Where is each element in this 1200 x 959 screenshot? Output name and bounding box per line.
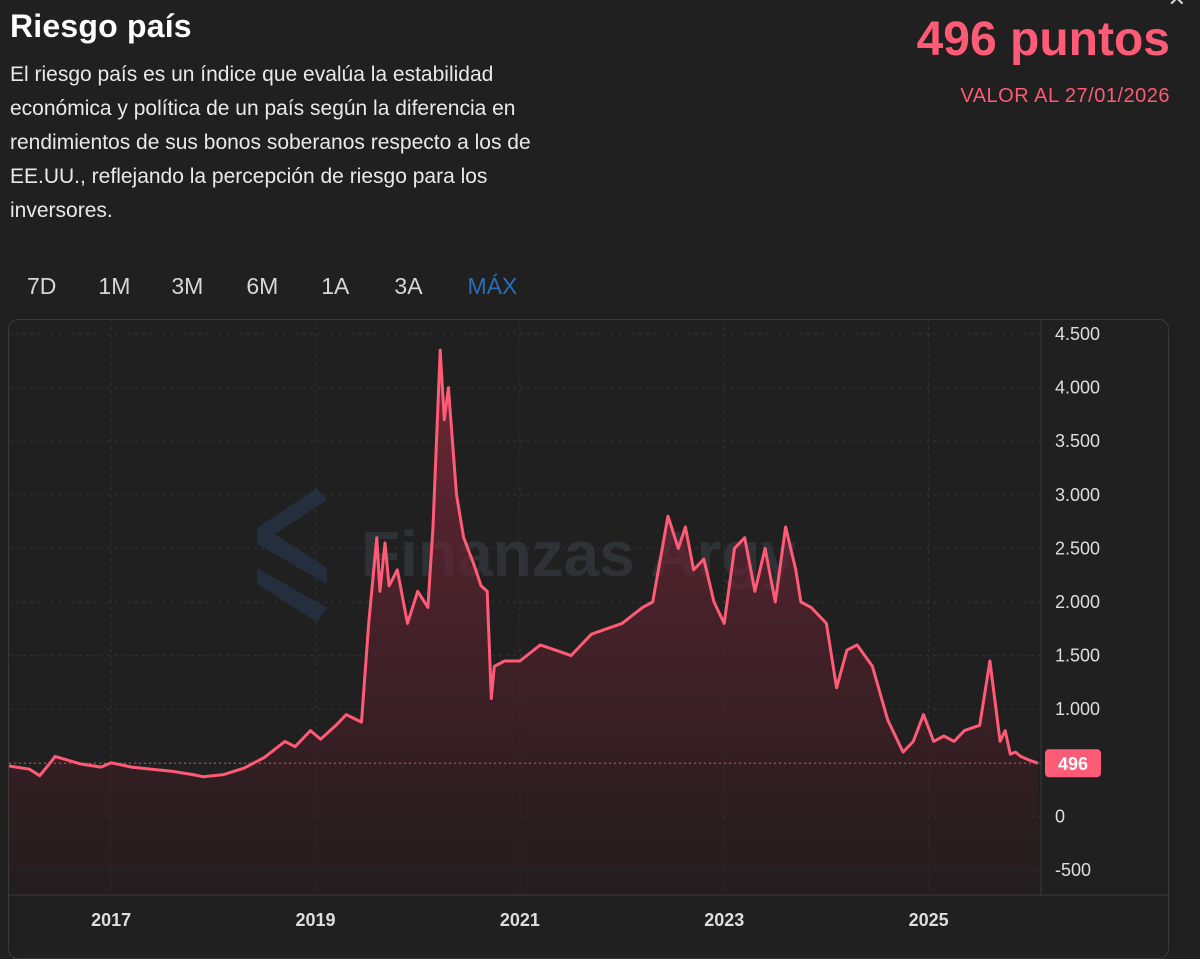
description: El riesgo país es un índice que evalúa l… bbox=[10, 58, 610, 228]
tab-max[interactable]: MÁX bbox=[467, 272, 518, 299]
close-icon[interactable]: ✕ bbox=[1168, 0, 1186, 12]
axes: 4.500 4.000 3.500 3.000 2.500 2.000 1.500 1.000… bbox=[9, 320, 1168, 930]
tab-6m[interactable]: 6M bbox=[246, 272, 279, 299]
watermark-logo-icon bbox=[257, 488, 327, 622]
series-line bbox=[9, 348, 1039, 779]
y-tick-label: 2.500 bbox=[1055, 538, 1100, 558]
y-tick-label: 1.500 bbox=[1055, 646, 1100, 666]
range-tabs: 7D 1M 3M 6M 1A 3A MÁX bbox=[0, 268, 517, 304]
tab-1m[interactable]: 1M bbox=[98, 272, 131, 299]
y-tick-label: 3.500 bbox=[1055, 431, 1100, 451]
x-tick-label: 2021 bbox=[500, 910, 540, 930]
y-tick-label: 4.500 bbox=[1055, 324, 1100, 344]
x-tick-label: 2017 bbox=[91, 910, 131, 930]
chart-canvas[interactable]: Finanzas Argy 4.5004.0003.5003.0002.5002… bbox=[9, 320, 1169, 959]
y-tick-label: 3.000 bbox=[1055, 485, 1100, 505]
tab-3m[interactable]: 3M bbox=[171, 272, 204, 299]
current-value-badge-label: 496 bbox=[1058, 754, 1088, 774]
description-line: rendimientos de sus bonos soberanos resp… bbox=[10, 131, 531, 154]
page-title: Riesgo país bbox=[10, 8, 192, 44]
tab-7d[interactable]: 7D bbox=[27, 272, 57, 299]
value-date: VALOR AL 27/01/2026 bbox=[960, 85, 1170, 107]
tab-3a[interactable]: 3A bbox=[394, 272, 423, 299]
y-tick-label: 1.000 bbox=[1055, 699, 1100, 719]
x-tick-label: 2019 bbox=[296, 910, 336, 930]
description-line: inversores. bbox=[10, 199, 113, 222]
current-value: 496 puntos bbox=[916, 13, 1170, 66]
y-tick-label: 4.000 bbox=[1055, 378, 1100, 398]
series-area bbox=[9, 350, 1038, 896]
chart-panel: Finanzas Argy 4.500 4.000 3.500 3.000 2.500 2… bbox=[8, 319, 1169, 959]
description-line: El riesgo país es un índice que evalúa l… bbox=[10, 63, 494, 86]
description-line: económica y política de un país según la… bbox=[10, 97, 516, 120]
tab-1a[interactable]: 1A bbox=[321, 272, 350, 299]
x-tick-label: 2023 bbox=[704, 910, 744, 930]
current-value-badge bbox=[1045, 749, 1101, 778]
description-line: EE.UU., reflejando la percepción de ries… bbox=[10, 165, 488, 188]
y-tick-label: 0 bbox=[1055, 806, 1065, 826]
y-tick-label: 2.000 bbox=[1055, 592, 1100, 612]
y-tick-label: -500 bbox=[1055, 860, 1091, 880]
series bbox=[9, 348, 1041, 896]
x-tick-label: 2025 bbox=[909, 910, 949, 930]
